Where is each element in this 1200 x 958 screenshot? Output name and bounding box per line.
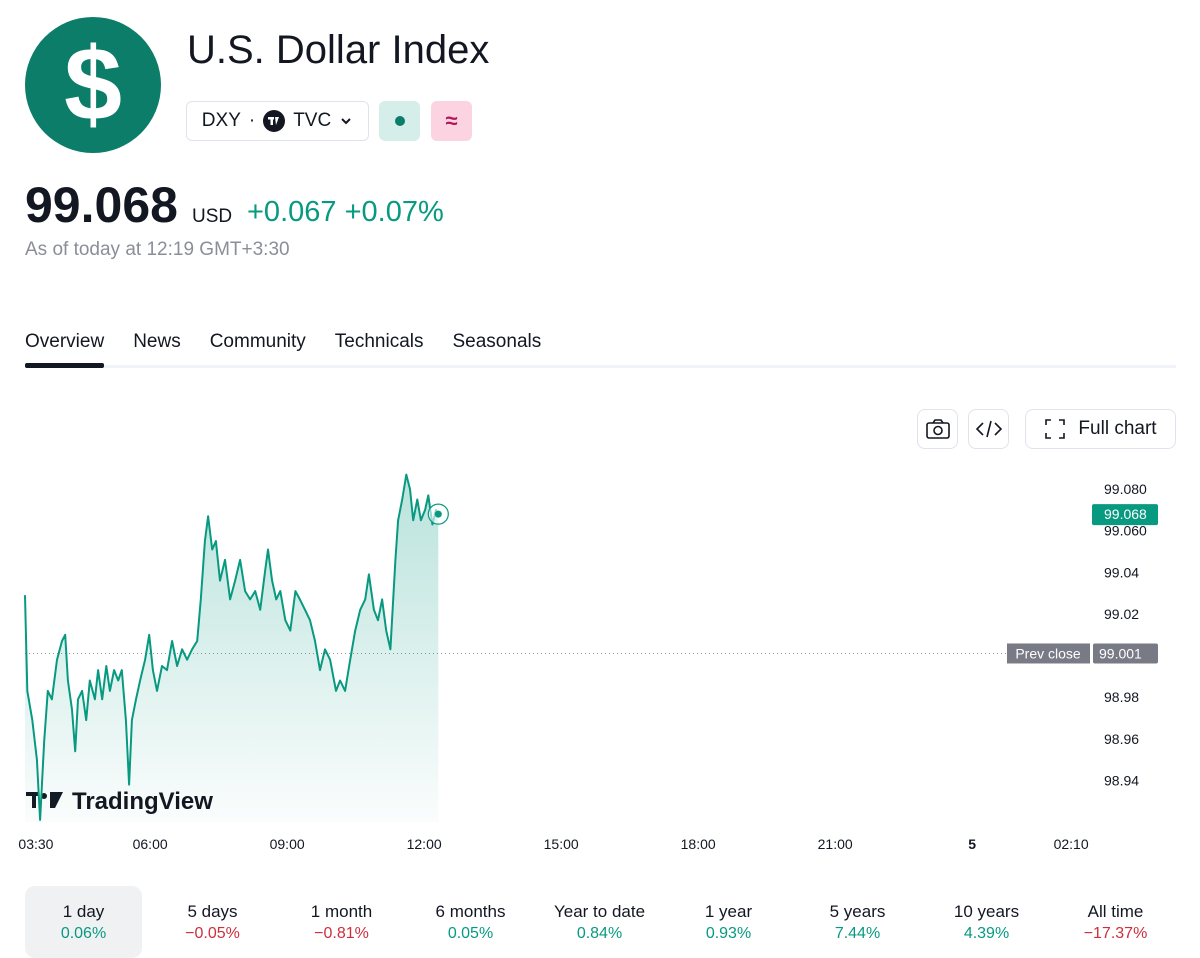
chart: 99.080 99.060 99.04 99.02 98.98 98.96 98.94 03:… <box>18 473 1158 852</box>
x-tick-label: 09:00 <box>270 836 305 852</box>
period-change: 0.93% <box>705 925 752 942</box>
change-abs: +0.067 <box>247 196 337 228</box>
period-label: 5 years <box>829 902 886 921</box>
y-tick-label: 98.98 <box>1104 689 1139 705</box>
tab[interactable]: News <box>133 331 181 352</box>
price: 99.068 <box>25 177 178 233</box>
y-tick-label: 99.04 <box>1104 564 1139 580</box>
y-tick-label: 99.060 <box>1104 523 1147 539</box>
period-label: 1 month <box>310 902 373 921</box>
period[interactable]: All time −17.37% <box>1057 886 1174 958</box>
x-tick-label: 21:00 <box>818 836 853 852</box>
period[interactable]: 10 years 4.39% <box>928 886 1045 958</box>
logo: $ <box>25 17 161 153</box>
period[interactable]: 6 months 0.05% <box>412 886 529 958</box>
prev-close-value-tag <box>1093 643 1158 664</box>
x-tick-label: 03:30 <box>18 836 53 852</box>
period-label: 6 months <box>435 902 506 921</box>
exchange-icon <box>263 110 286 132</box>
period-change: 0.06% <box>60 925 107 942</box>
watermark: TradingView <box>72 788 213 815</box>
period-change: 0.84% <box>576 925 623 942</box>
x-tick-label: 5 <box>968 836 976 852</box>
full-chart-label: Full chart <box>1078 418 1157 439</box>
period[interactable]: Year to date 0.84% <box>541 886 658 958</box>
change-pct: +0.07% <box>344 196 444 228</box>
exchange: TVC <box>293 110 332 131</box>
y-tick-label: 98.96 <box>1104 731 1139 747</box>
x-tick-label: 15:00 <box>544 836 579 852</box>
currency: USD <box>192 206 233 227</box>
y-tick-label: 98.94 <box>1104 772 1139 788</box>
symbol-chip[interactable]: DXY · TVC <box>186 101 369 141</box>
market-status[interactable] <box>379 101 420 141</box>
symbol: DXY <box>201 110 241 131</box>
y-tick-label: 99.080 <box>1104 481 1147 497</box>
title: U.S. Dollar Index <box>187 28 490 72</box>
status-dot <box>394 116 405 126</box>
line <box>24 473 440 821</box>
embed-button[interactable] <box>968 409 1009 449</box>
fullscreen-icon <box>1045 419 1066 439</box>
last-price-tag <box>1092 504 1158 526</box>
prev-close-label: Prev close <box>1015 645 1081 661</box>
period-change: −17.37% <box>1083 925 1148 942</box>
period-label: 10 years <box>953 902 1020 921</box>
prev-close-tag <box>1007 643 1090 664</box>
x-tick-label: 18:00 <box>681 836 716 852</box>
period[interactable]: 1 day 0.06% <box>25 886 142 958</box>
separator: · <box>248 110 256 131</box>
period-change: 4.39% <box>963 925 1010 942</box>
camera-icon <box>925 419 950 439</box>
tab[interactable]: Seasonals <box>452 331 542 352</box>
period-label: 1 year <box>704 902 753 921</box>
tab-underline <box>25 363 104 368</box>
area <box>25 474 439 822</box>
tab[interactable]: Overview <box>25 331 105 352</box>
last-price-label: 99.068 <box>1104 506 1147 522</box>
period-change: 7.44% <box>834 925 881 942</box>
tabs: Overview News Community Technicals Seasonals <box>25 331 541 353</box>
tab-rule <box>25 365 1176 368</box>
period-label: 5 days <box>187 902 238 921</box>
period-change: −0.05% <box>185 925 240 942</box>
as-of: As of today at 12:19 GMT+3:30 <box>25 239 290 260</box>
full-chart-button[interactable]: Full chart <box>1025 409 1176 449</box>
tab[interactable]: Technicals <box>334 331 424 352</box>
x-tick-label: 12:00 <box>407 836 442 852</box>
period-label: All time <box>1087 902 1144 921</box>
period-change: 0.05% <box>447 925 494 942</box>
change: +0.067 +0.07% <box>247 196 444 229</box>
prev-close-value: 99.001 <box>1099 645 1142 661</box>
period-change: −0.81% <box>314 925 369 942</box>
x-tick-label: 06:00 <box>133 836 168 852</box>
period-label: 1 day <box>62 902 105 921</box>
period[interactable]: 5 days −0.05% <box>154 886 271 958</box>
period[interactable]: 5 years 7.44% <box>799 886 916 958</box>
tab[interactable]: Community <box>209 331 306 352</box>
code-icon <box>975 420 1002 438</box>
last-point <box>434 510 442 518</box>
period[interactable]: 1 month −0.81% <box>283 886 400 958</box>
x-tick-label: 02:10 <box>1054 836 1089 852</box>
period[interactable]: 1 year 0.93% <box>670 886 787 958</box>
chevron <box>341 118 351 125</box>
snapshot-button[interactable] <box>917 409 958 449</box>
period-label: Year to date <box>553 902 646 921</box>
y-tick-label: 99.02 <box>1104 606 1139 622</box>
delay-badge[interactable]: ≈ <box>431 101 472 141</box>
